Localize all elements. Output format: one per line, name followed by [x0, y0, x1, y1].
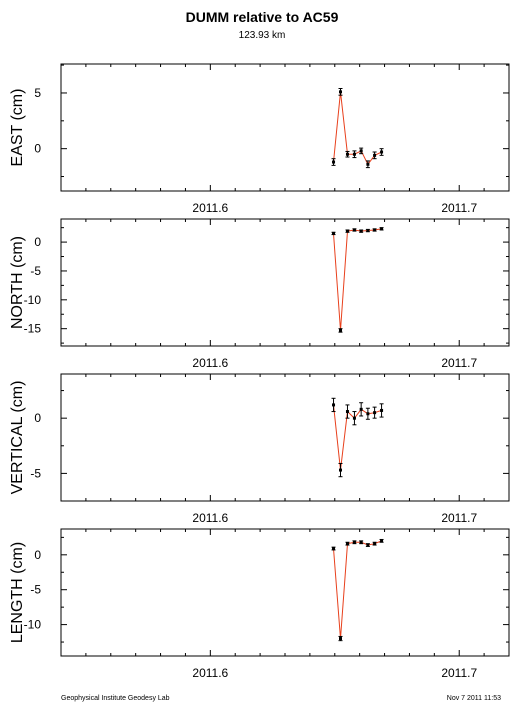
x-tick-label: 2011.6 [192, 511, 228, 525]
panel-2: 2011.6 2011.7 -15 -10 -5 0 NORTH (cm) [9, 218, 510, 370]
panel-4: 2011.6 2011.7 -10 -5 0 LENGTH (cm) [9, 528, 510, 680]
data-point [380, 150, 384, 154]
x-tick-label: 2011.7 [441, 666, 477, 680]
y-tick-label: 5 [34, 86, 41, 100]
data-point [366, 412, 370, 416]
y-axis-label: VERTICAL (cm) [9, 381, 26, 495]
y-tick-label: -5 [30, 583, 41, 597]
y-tick-label: 0 [34, 235, 41, 249]
data-point [380, 227, 384, 231]
data-point [339, 468, 343, 472]
panel-frame [60, 63, 510, 192]
x-tick-label: 2011.7 [441, 511, 477, 525]
data-point [345, 152, 349, 156]
footer-timestamp: Nov 7 2011 11:53 [447, 695, 501, 702]
data-point [373, 542, 377, 546]
data-point [332, 160, 336, 164]
data-point [366, 543, 370, 547]
data-point [359, 149, 363, 153]
y-tick-label: -10 [24, 618, 42, 632]
data-point [345, 542, 349, 546]
data-point [339, 637, 343, 641]
x-tick-label: 2011.7 [441, 201, 477, 215]
x-tick-label: 2011.6 [192, 201, 228, 215]
y-axis-label: NORTH (cm) [9, 236, 26, 329]
data-point [366, 229, 370, 233]
y-tick-label: -5 [30, 466, 41, 480]
data-point [339, 90, 343, 94]
data-point [359, 229, 363, 233]
y-tick-label: -10 [24, 293, 42, 307]
y-tick-label: -15 [24, 322, 42, 336]
panel-1: 2011.6 2011.7 0 5 EAST (cm) [9, 63, 510, 215]
panel-frame [60, 218, 510, 347]
data-point [345, 410, 349, 414]
panels: 2011.6 2011.7 0 5 EAST (cm) 2011.6 2011.7 -15 -1… [9, 63, 510, 680]
series-line [333, 91, 382, 166]
data-point [339, 328, 343, 332]
data-point [359, 407, 363, 411]
data-point [352, 540, 356, 544]
data-point [359, 540, 363, 544]
chart-subtitle: 123.93 km [239, 30, 286, 41]
x-tick-label: 2011.6 [192, 356, 228, 370]
panel-frame [60, 373, 510, 502]
data-point [352, 152, 356, 156]
y-tick-label: 0 [34, 548, 41, 562]
data-point [373, 411, 377, 415]
data-point [352, 416, 356, 420]
data-point [380, 408, 384, 412]
x-tick-label: 2011.7 [441, 356, 477, 370]
data-point [332, 403, 336, 407]
y-tick-label: 0 [34, 411, 41, 425]
y-axis-label: EAST (cm) [9, 89, 26, 167]
y-tick-label: 0 [34, 142, 41, 156]
data-point [373, 228, 377, 232]
data-point [332, 547, 336, 551]
data-point [345, 229, 349, 233]
data-point [366, 162, 370, 166]
data-point [380, 539, 384, 543]
series-line [333, 228, 382, 331]
data-point [373, 153, 377, 157]
panel-3: 2011.6 2011.7 -5 0 VERTICAL (cm) [9, 373, 510, 525]
chart-title: DUMM relative to AC59 [186, 9, 339, 25]
x-tick-label: 2011.6 [192, 666, 228, 680]
series-line [333, 540, 382, 639]
y-axis-label: LENGTH (cm) [9, 542, 26, 643]
data-point [332, 231, 336, 235]
y-tick-label: -5 [30, 264, 41, 278]
footer-credit: Geophysical Institute Geodesy Lab [61, 695, 170, 702]
data-point [352, 228, 356, 232]
panel-frame [60, 528, 510, 657]
